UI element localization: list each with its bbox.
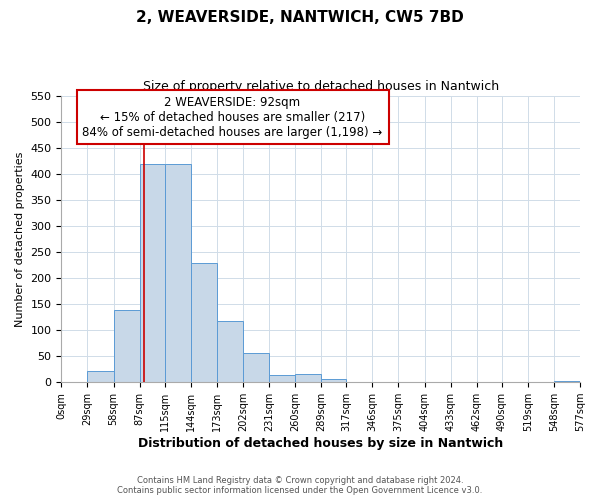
Text: 2 WEAVERSIDE: 92sqm
← 15% of detached houses are smaller (217)
84% of semi-detac: 2 WEAVERSIDE: 92sqm ← 15% of detached ho… xyxy=(82,96,383,138)
Bar xyxy=(554,380,580,382)
Bar xyxy=(295,374,321,382)
Bar xyxy=(113,310,140,382)
Bar xyxy=(165,164,191,382)
X-axis label: Distribution of detached houses by size in Nantwich: Distribution of detached houses by size … xyxy=(138,437,503,450)
Bar xyxy=(243,352,269,382)
Text: 2, WEAVERSIDE, NANTWICH, CW5 7BD: 2, WEAVERSIDE, NANTWICH, CW5 7BD xyxy=(136,10,464,25)
Bar xyxy=(269,376,295,382)
Bar xyxy=(88,371,113,382)
Text: Contains HM Land Registry data © Crown copyright and database right 2024.
Contai: Contains HM Land Registry data © Crown c… xyxy=(118,476,482,495)
Bar xyxy=(217,320,243,382)
Y-axis label: Number of detached properties: Number of detached properties xyxy=(15,151,25,326)
Bar xyxy=(191,264,217,382)
Title: Size of property relative to detached houses in Nantwich: Size of property relative to detached ho… xyxy=(143,80,499,93)
Bar xyxy=(321,378,346,382)
Bar xyxy=(140,164,165,382)
